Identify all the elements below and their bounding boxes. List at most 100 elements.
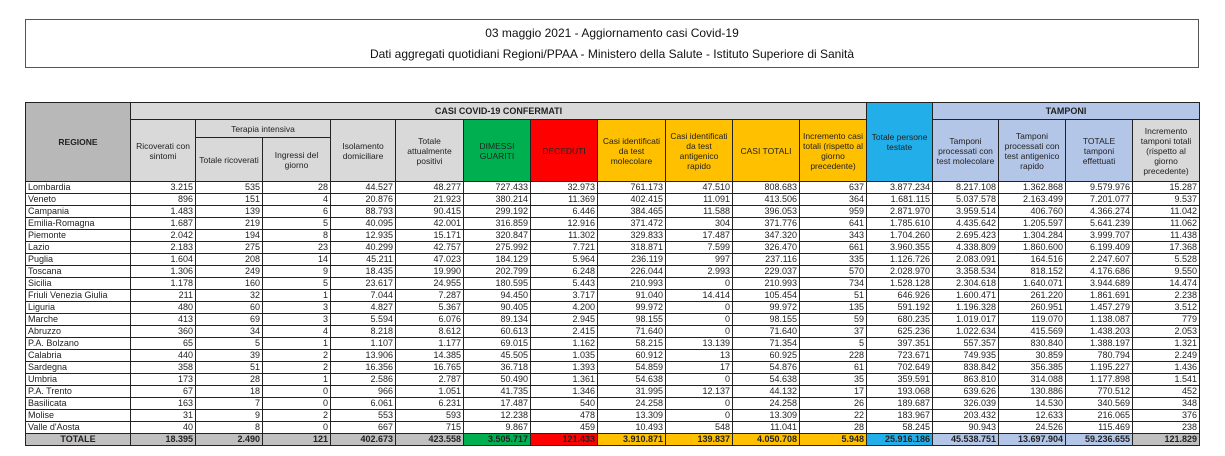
table-cell: 7.599	[665, 241, 733, 254]
table-cell: 3.358.534	[932, 265, 999, 278]
table-row: Basilicata 163 7 0 6.061 6.231 17.487 540 24.258…	[25, 397, 1201, 410]
table-cell: 15.171	[395, 229, 464, 242]
table-cell: 1.362.868	[998, 181, 1066, 194]
report-title: 03 maggio 2021 - Aggiornamento casi Covi…	[485, 26, 739, 40]
table-cell: 44.527	[330, 181, 396, 194]
header-terapia-intensiva: Terapia intensiva	[195, 119, 331, 138]
header-isolamento: Isolamento domiciliare	[330, 119, 396, 182]
table-cell: 60.925	[732, 349, 800, 362]
table-row: Lombardia 3.215 535 28 44.527 48.277 727.433 32…	[25, 181, 1201, 194]
table-cell: 90.943	[932, 421, 999, 434]
table-cell: 219	[195, 217, 263, 230]
table-cell: 2.945	[530, 313, 598, 326]
table-cell: 1.361	[530, 373, 598, 386]
table-cell: 440	[130, 349, 196, 362]
table-cell: 1.126.726	[866, 253, 933, 266]
region-name: Abruzzo	[25, 325, 131, 338]
table-cell: 452	[1131, 385, 1201, 398]
table-cell: 6.446	[530, 205, 598, 218]
table-cell: 42.001	[395, 217, 464, 230]
table-cell: 749.935	[932, 349, 999, 362]
table-cell: 184.129	[463, 253, 531, 266]
table-cell: 540	[530, 397, 598, 410]
table-cell: 0	[665, 373, 733, 386]
table-row: Campania 1.483 139 6 88.793 90.415 299.192 6.44…	[25, 205, 1201, 218]
region-name: Lazio	[25, 241, 131, 254]
table-cell: 959	[799, 205, 867, 218]
table-cell: 396.053	[732, 205, 800, 218]
table-cell: 5	[262, 277, 331, 290]
table-cell: 384.465	[597, 205, 666, 218]
table-cell: 335	[799, 253, 867, 266]
table-cell: 299.192	[463, 205, 531, 218]
table-cell: 5	[799, 337, 867, 350]
table-cell: 91.040	[597, 289, 666, 302]
table-cell: 105.454	[732, 289, 800, 302]
table-cell: 371.776	[732, 217, 800, 230]
table-cell: 238	[1131, 421, 1201, 434]
table-cell: 13	[665, 349, 733, 362]
table-cell: 210.993	[597, 277, 666, 290]
table-cell: 727.433	[463, 181, 531, 194]
table-cell: 45.505	[463, 349, 531, 362]
table-cell: 1.196.328	[932, 301, 999, 314]
table-cell: 2.163.499	[998, 193, 1066, 206]
table-cell: 130.886	[998, 385, 1066, 398]
table-cell: 413	[130, 313, 196, 326]
table-cell: 2.586	[330, 373, 396, 386]
table-cell: 189.687	[866, 397, 933, 410]
table-cell: 211	[130, 289, 196, 302]
table-cell: 9	[262, 265, 331, 278]
table-cell: 358	[130, 361, 196, 374]
table-cell: 4.435.642	[932, 217, 999, 230]
table-cell: 28	[195, 373, 263, 386]
table-cell: 715	[395, 421, 464, 434]
table-cell: 31	[130, 409, 196, 422]
table-cell: 0	[665, 325, 733, 338]
table-row: Puglia 1.604 208 14 45.211 47.023 184.129 5.964…	[25, 253, 1201, 266]
region-name: P.A. Trento	[25, 385, 131, 398]
table-cell: 16.765	[395, 361, 464, 374]
table-cell: 61	[799, 361, 867, 374]
table-cell: 98.155	[732, 313, 800, 326]
table-cell: 34	[195, 325, 263, 338]
table-cell: 1.346	[530, 385, 598, 398]
table-cell: 11.041	[732, 421, 800, 434]
table-cell: 60.912	[597, 349, 666, 362]
table-cell: 9.579.976	[1065, 181, 1133, 194]
table-cell: 99.972	[597, 301, 666, 314]
table-row: Abruzzo 360 34 4 8.218 8.612 60.613 2.415 71.640…	[25, 325, 1201, 338]
table-cell: 1.205.597	[998, 217, 1066, 230]
table-cell: 2.238	[1131, 289, 1201, 302]
region-name: Veneto	[25, 193, 131, 206]
table-cell: 2.042	[130, 229, 196, 242]
table-cell: 19.990	[395, 265, 464, 278]
table-cell: 1.178	[130, 277, 196, 290]
table-cell: 44.132	[732, 385, 800, 398]
table-cell: 2.304.618	[932, 277, 999, 290]
table-cell: 3.505.717	[463, 433, 531, 446]
table-row: Lazio 2.183 275 23 40.299 42.757 275.992 7.721 3…	[25, 241, 1201, 254]
table-cell: 40.095	[330, 217, 396, 230]
table-cell: 3	[262, 301, 331, 314]
table-cell: 838.842	[932, 361, 999, 374]
table-cell: 639.626	[932, 385, 999, 398]
table-cell: 28	[799, 421, 867, 434]
table-cell: 1.304.284	[998, 229, 1066, 242]
table-cell: 54.638	[732, 373, 800, 386]
table-cell: 326.039	[932, 397, 999, 410]
table-cell: 8	[262, 229, 331, 242]
table-cell: 35	[799, 373, 867, 386]
table-cell: 1.035	[530, 349, 598, 362]
table-cell: 1	[262, 337, 331, 350]
table-cell: 71.640	[597, 325, 666, 338]
table-cell: 260.951	[998, 301, 1066, 314]
table-cell: 1.177	[395, 337, 464, 350]
table-cell: 50.490	[463, 373, 531, 386]
table-cell: 0	[262, 397, 331, 410]
table-cell: 226.044	[597, 265, 666, 278]
table-row: Molise 31 9 2 553 593 12.238 478 13.309 0 13.309 22…	[25, 409, 1201, 422]
table-cell: 24.955	[395, 277, 464, 290]
table-cell: 3.910.871	[597, 433, 666, 446]
table-row: Veneto 896 151 4 20.876 21.923 380.214 11.369 40…	[25, 193, 1201, 206]
